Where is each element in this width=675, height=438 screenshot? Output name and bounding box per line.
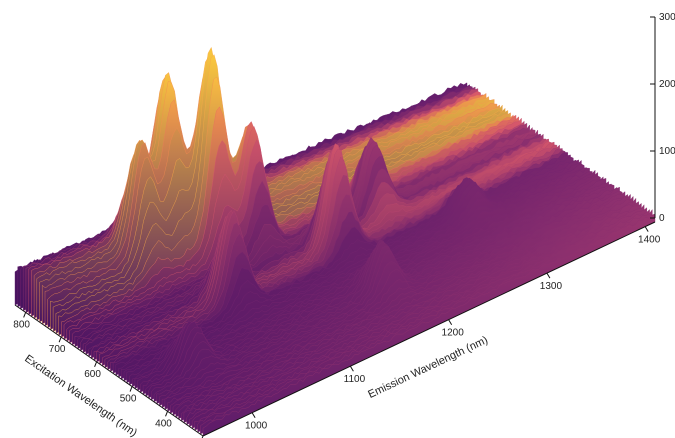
surface-slice xyxy=(202,213,656,437)
x-tick-mark xyxy=(349,365,354,372)
z-tick-label: 300 xyxy=(659,12,675,23)
surface-slices xyxy=(14,46,656,437)
y-tick-mark xyxy=(165,411,168,417)
x-tick-mark xyxy=(448,319,453,325)
x-axis-line xyxy=(202,221,656,437)
x-tick-mark xyxy=(546,272,551,279)
x-tick-label: 1300 xyxy=(540,281,563,292)
y-axis-ticks: 300400500600700800 xyxy=(13,312,204,438)
y-tick-label: 500 xyxy=(120,394,137,405)
x-tick-mark xyxy=(644,226,649,232)
y-tick-mark xyxy=(201,435,204,438)
y-tick-label: 700 xyxy=(49,344,66,355)
x-tick-label: 1200 xyxy=(442,328,465,339)
z-axis-ticks: 0 100 200 300 xyxy=(650,12,675,224)
y-axis-line xyxy=(14,304,204,437)
y-tick-mark xyxy=(94,361,98,368)
z-tick-label: 200 xyxy=(659,79,675,90)
x-tick-label: 1000 xyxy=(245,421,268,432)
x-tick-mark xyxy=(251,412,256,418)
x-tick-label: 1100 xyxy=(344,374,366,385)
y-tick-mark xyxy=(58,336,62,343)
y-tick-label: 800 xyxy=(13,319,30,330)
x-axis-ticks: 1000 1100 1200 1300 1400 xyxy=(245,226,661,432)
y-tick-label: 600 xyxy=(84,369,101,380)
x-tick-label: 1400 xyxy=(638,235,661,246)
z-tick-label: 100 xyxy=(659,146,675,157)
y-tick-label: 400 xyxy=(155,418,172,429)
y-tick-mark xyxy=(23,312,27,318)
z-tick-label: 0 xyxy=(659,213,665,224)
y-tick-mark xyxy=(129,386,133,392)
